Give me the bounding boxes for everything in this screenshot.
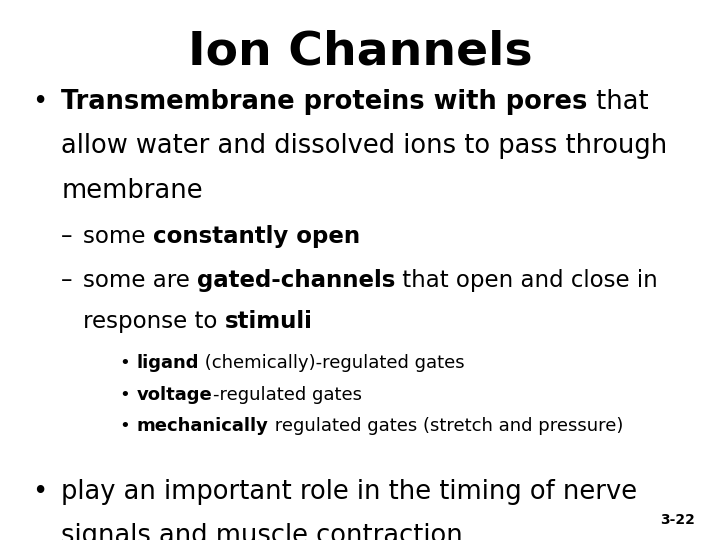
Text: •: • (119, 354, 130, 372)
Text: •: • (119, 417, 130, 435)
Text: ligand: ligand (137, 354, 199, 372)
Text: response to: response to (83, 310, 225, 333)
Text: some are: some are (83, 269, 197, 293)
Text: stimuli: stimuli (225, 310, 312, 333)
Text: gated-channels: gated-channels (197, 269, 395, 293)
Text: signals and muscle contraction: signals and muscle contraction (61, 523, 463, 540)
Text: that open and close in: that open and close in (395, 269, 658, 293)
Text: membrane: membrane (61, 178, 203, 204)
Text: that: that (588, 89, 648, 115)
Text: some: some (83, 225, 153, 248)
Text: •: • (32, 479, 48, 505)
Text: –: – (61, 269, 73, 293)
Text: allow water and dissolved ions to pass through: allow water and dissolved ions to pass t… (61, 133, 667, 159)
Text: –: – (61, 225, 73, 248)
Text: play an important role in the timing of nerve: play an important role in the timing of … (61, 479, 637, 505)
Text: •: • (119, 386, 130, 403)
Text: mechanically: mechanically (137, 417, 269, 435)
Text: •: • (32, 89, 48, 115)
Text: Transmembrane proteins with pores: Transmembrane proteins with pores (61, 89, 588, 115)
Text: 3-22: 3-22 (660, 512, 695, 526)
Text: voltage: voltage (137, 386, 212, 403)
Text: (chemically)-regulated gates: (chemically)-regulated gates (199, 354, 465, 372)
Text: regulated gates (stretch and pressure): regulated gates (stretch and pressure) (269, 417, 623, 435)
Text: Ion Channels: Ion Channels (188, 30, 532, 75)
Text: -regulated gates: -regulated gates (212, 386, 361, 403)
Text: constantly open: constantly open (153, 225, 360, 248)
